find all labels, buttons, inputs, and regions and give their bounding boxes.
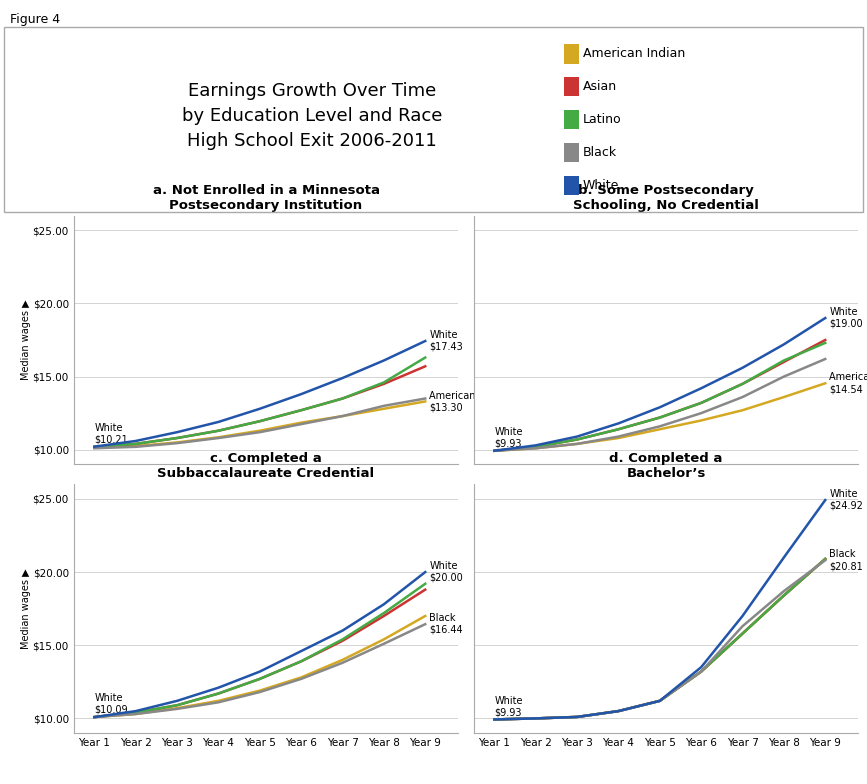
Text: Earnings Growth Over Time
by Education Level and Race
High School Exit 2006-2011: Earnings Growth Over Time by Education L… xyxy=(182,82,442,150)
Text: Black
$16.44: Black $16.44 xyxy=(429,613,463,635)
Text: American Indian
$14.54: American Indian $14.54 xyxy=(830,372,867,394)
Text: White
$10.09: White $10.09 xyxy=(95,693,128,715)
Text: White
$10.21: White $10.21 xyxy=(95,423,128,445)
Title: b. Some Postsecondary
Schooling, No Credential: b. Some Postsecondary Schooling, No Cred… xyxy=(573,183,759,212)
Text: American Indian
$13.30: American Indian $13.30 xyxy=(429,390,509,412)
Text: Figure 4: Figure 4 xyxy=(10,13,61,27)
Text: White
$24.92: White $24.92 xyxy=(830,489,864,511)
Text: Black
$20.81: Black $20.81 xyxy=(830,550,864,571)
Text: White: White xyxy=(583,179,619,192)
Text: White
$9.93: White $9.93 xyxy=(494,427,523,448)
Text: White
$19.00: White $19.00 xyxy=(830,307,863,328)
Y-axis label: Median wages ▶: Median wages ▶ xyxy=(21,568,31,649)
Title: d. Completed a
Bachelor’s: d. Completed a Bachelor’s xyxy=(610,452,723,481)
Text: White
$17.43: White $17.43 xyxy=(429,330,463,352)
Title: a. Not Enrolled in a Minnesota
Postsecondary Institution: a. Not Enrolled in a Minnesota Postsecon… xyxy=(153,183,380,212)
Y-axis label: Median wages ▶: Median wages ▶ xyxy=(21,299,31,380)
Text: Black: Black xyxy=(583,146,616,159)
Text: White
$20.00: White $20.00 xyxy=(429,561,463,583)
Text: Latino: Latino xyxy=(583,113,622,126)
Text: American Indian: American Indian xyxy=(583,47,685,60)
Text: Asian: Asian xyxy=(583,80,616,93)
Title: c. Completed a
Subbaccalaureate Credential: c. Completed a Subbaccalaureate Credenti… xyxy=(158,452,375,481)
Text: White
$9.93: White $9.93 xyxy=(494,695,523,717)
